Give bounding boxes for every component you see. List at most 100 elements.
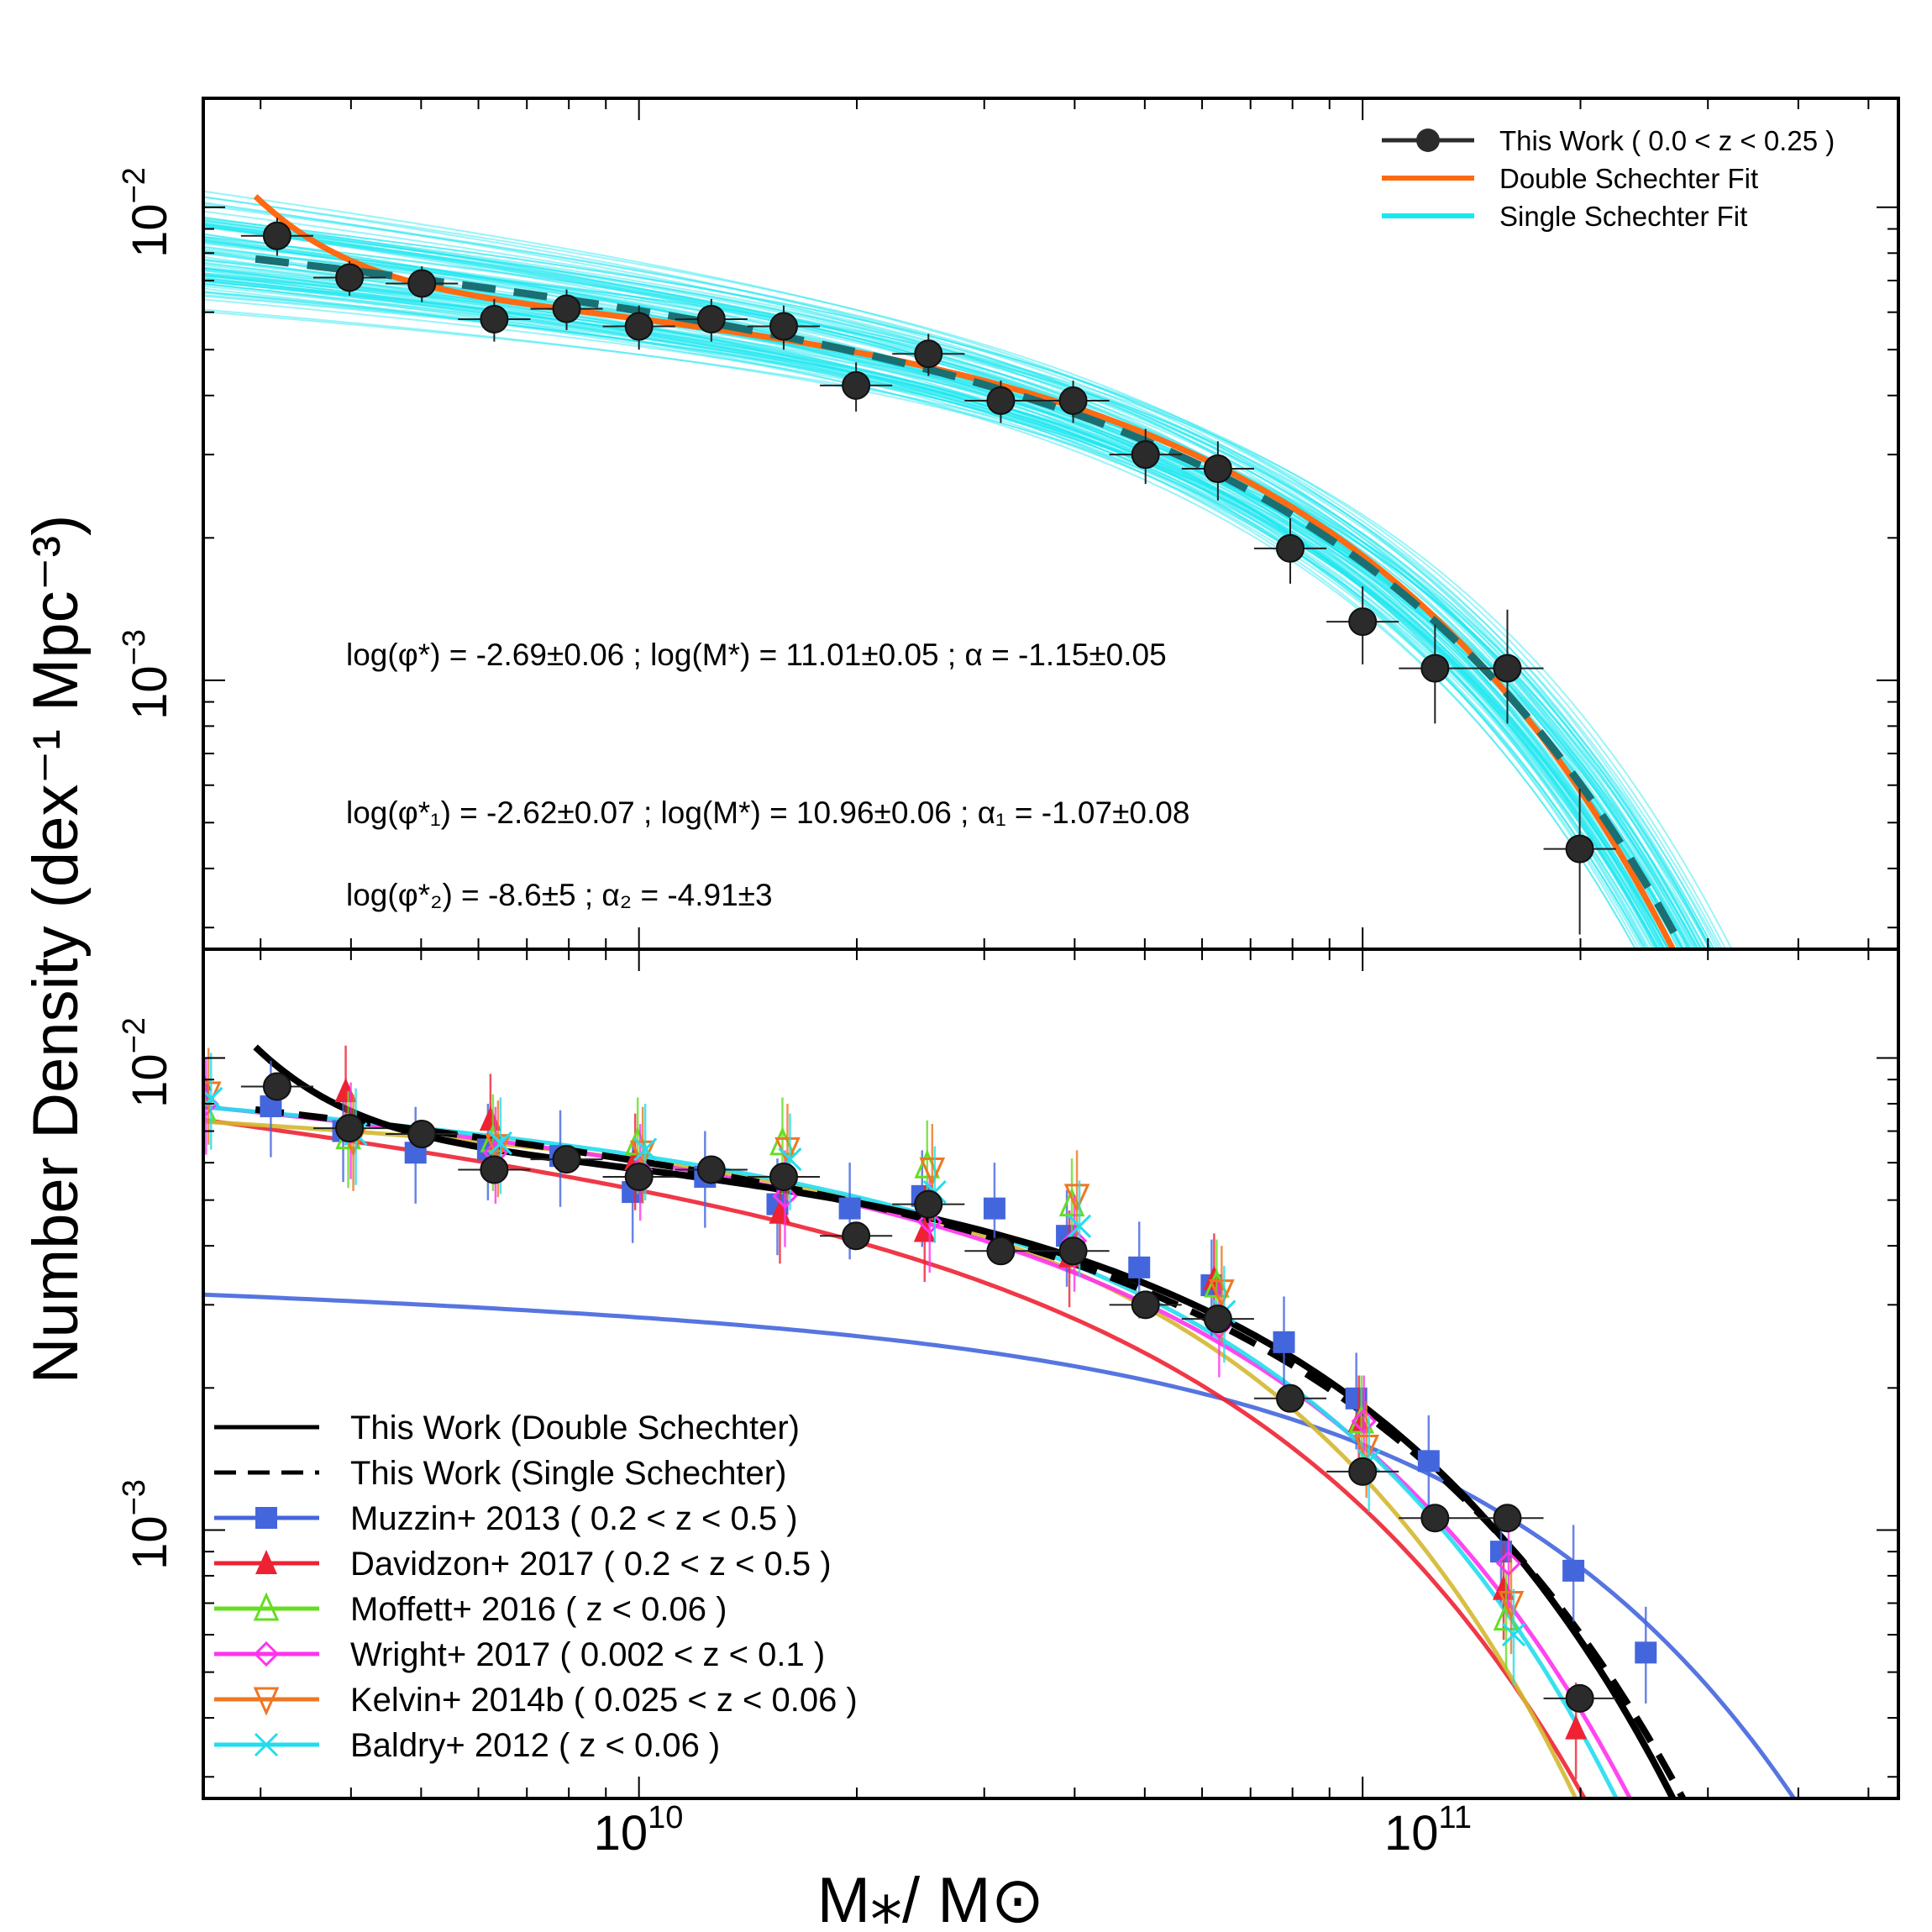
single-schechter-sample [203, 220, 1698, 949]
muzzin-2013point [1635, 1641, 1657, 1664]
svg-text:10−2: 10−2 [117, 167, 177, 258]
cross-stroke [1068, 1214, 1092, 1238]
svg-text:10−2: 10−2 [117, 1017, 177, 1108]
this-work-point [552, 294, 581, 323]
kelvin-2014bpoint [1063, 1184, 1090, 1213]
xtick-label-1e10: 1010 [594, 1800, 684, 1861]
wright-2017point [772, 1183, 798, 1209]
this-work-point [480, 1155, 509, 1184]
this-work-point [842, 1221, 871, 1251]
kelvin-2014bpoint [1353, 1434, 1379, 1464]
kelvin-2014bpoint [1498, 1591, 1525, 1620]
this-work-point [1348, 1457, 1378, 1486]
xtick-label-1e11: 1011 [1384, 1800, 1472, 1861]
svg-text:10−3: 10−3 [117, 629, 177, 720]
legend-label-kelvin: Kelvin+ 2014b ( 0.025 < z < 0.06 ) [350, 1682, 858, 1719]
this-work-point [624, 1163, 654, 1192]
legend-single-schechter: Single Schechter Fit [1382, 201, 1747, 232]
single-schechter-sample [203, 311, 1708, 949]
legend-double-schechter: Double Schechter Fit [1382, 163, 1758, 194]
single-schechter-sample [203, 308, 1673, 949]
cross-stroke [633, 1137, 658, 1162]
legend-marker-kelvin [253, 1687, 280, 1716]
this-work-point [407, 1120, 437, 1149]
muzzin-2013point [1273, 1331, 1295, 1353]
single-schechter-sample [203, 233, 1662, 949]
this-work-point [696, 1155, 726, 1184]
single-schechter-sample [203, 235, 1712, 949]
annotation-double-fit-params-1: log(φ*₁) = -2.62±0.07 ; log(M*) = 10.96±… [346, 795, 1189, 830]
single-schechter-sample [203, 243, 1689, 949]
legend-label-wright: Wright+ 2017 ( 0.002 < z < 0.1 ) [350, 1636, 825, 1673]
this-work-point [262, 221, 291, 250]
this-work-point [480, 304, 509, 333]
this-work-point [1565, 1683, 1594, 1713]
legend-this-work: This Work ( 0.0 < z < 0.25 ) [1382, 125, 1835, 156]
wright-2017point [1495, 1550, 1522, 1577]
single-schechter-sample [203, 202, 1665, 949]
baldry-2012point [1068, 1214, 1092, 1238]
muzzin-2013point [1417, 1450, 1440, 1473]
legend-label-double-schechter: Double Schechter Fit [1499, 163, 1758, 194]
this-work-point [914, 339, 943, 369]
single-schechter-sample [203, 219, 1670, 949]
cross-stroke [254, 1732, 279, 1757]
this-work-point [769, 312, 798, 341]
this-work-point [262, 1072, 291, 1101]
cross-stroke [488, 1131, 512, 1155]
single-schechter-sample [203, 224, 1669, 949]
muzzin-2013point [1128, 1256, 1151, 1278]
single-schechter-sample [203, 218, 1713, 949]
legend-marker-moffett [253, 1592, 280, 1621]
single-schechter-sample [203, 252, 1699, 949]
bottom-plot-frame [202, 948, 1900, 1800]
bottom-data-points [203, 1045, 1657, 1780]
this-work-point [1058, 386, 1088, 416]
single-schechter-sample [203, 220, 1703, 949]
legend-marker-davidzon [255, 1550, 277, 1574]
this-work-point [552, 1145, 581, 1174]
this-work-point [1493, 654, 1522, 683]
this-work-point [769, 1163, 798, 1192]
this-work-point [1276, 1383, 1305, 1413]
single-schechter-sample [203, 267, 1672, 949]
top-axis-ticks [203, 98, 1898, 949]
cross-stroke [1501, 1623, 1526, 1647]
this-work-point [1420, 1504, 1450, 1533]
svg-text:10−3: 10−3 [117, 1479, 177, 1570]
wright-2017point [1351, 1408, 1377, 1435]
this-work-point [914, 1189, 943, 1219]
single-schechter-sample [203, 204, 1692, 949]
bottom-panel: 10−2 10−3 1010 1011 This Work (Double Sc… [117, 948, 1900, 1861]
annotation-single-fit-params: log(φ*) = -2.69±0.06 ; log(M*) = 11.01±0… [346, 638, 1167, 672]
single-schechter-sample [203, 202, 1715, 949]
this-work-point [1131, 1290, 1160, 1320]
baldry-2012point [488, 1131, 512, 1155]
baldry-2012point [1501, 1623, 1526, 1647]
single-schechter-sample [203, 261, 1670, 949]
single-schechter-sample [203, 217, 1719, 949]
legend-label-this-work: This Work ( 0.0 < z < 0.25 ) [1499, 125, 1835, 156]
this-work-point [1348, 607, 1378, 637]
this-work-point [624, 312, 654, 341]
top-data-points [240, 218, 1616, 935]
top-panel: 10−2 10−3 This Work ( 0.0 < z < 0.25 ) D… [117, 97, 1900, 951]
single-schechter-sample [203, 239, 1696, 949]
this-work-point [986, 386, 1016, 416]
this-work-point [335, 263, 365, 292]
single-schechter-sample [203, 223, 1698, 949]
muzzin-2013point [838, 1197, 861, 1220]
single-schechter-sample [203, 210, 1691, 949]
this-work-point [335, 1114, 365, 1143]
single-schechter-sample [203, 233, 1641, 949]
bottom-legend: This Work (Double Schechter) This Work (S… [214, 1410, 858, 1764]
legend-marker-baldry [254, 1732, 279, 1757]
x-axis-title: M⁎/ M⊙ [817, 1865, 1045, 1932]
legend-label-muzzin: Muzzin+ 2013 ( 0.2 < z < 0.5 ) [350, 1500, 798, 1537]
single-schechter-sample [203, 249, 1733, 949]
bottom-ytick-label-1e-2: 10−2 [117, 1017, 177, 1108]
single-schechter-sample [203, 268, 1670, 949]
baldry-2012point [633, 1137, 658, 1162]
single-schechter-sample [203, 250, 1646, 949]
